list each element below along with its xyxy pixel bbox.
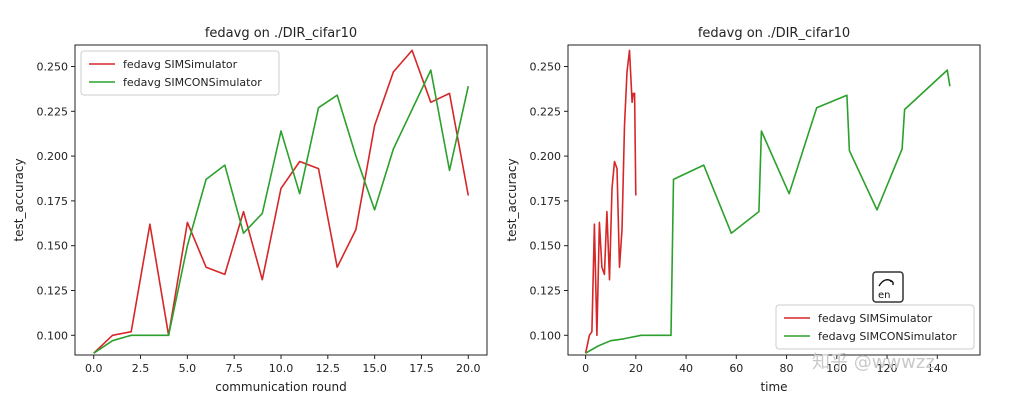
plot-frame	[567, 44, 981, 356]
series-line-0	[93, 49, 470, 354]
x-tick-label: 0.0	[85, 362, 103, 375]
chart-title: fedavg on ./DIR_cifar10	[205, 26, 357, 41]
legend-label: fedavg SIMSimulator	[123, 58, 238, 71]
y-tick-label: 0.150	[37, 240, 69, 253]
translate-icon	[878, 279, 894, 287]
y-tick-label: 0.200	[37, 150, 69, 163]
x-tick-label: 15.0	[362, 362, 387, 375]
series-line-0	[584, 49, 637, 354]
legend-label: fedavg SIMSimulator	[818, 312, 933, 325]
legend-box	[80, 50, 280, 96]
y-tick-label: 0.250	[37, 61, 69, 74]
x-tick-label: 20	[629, 362, 643, 375]
y-tick-label: 0.100	[530, 329, 562, 342]
legend-box	[775, 304, 975, 350]
translate-badge-label: en	[878, 290, 891, 301]
y-axis-label: test_accuracy	[12, 158, 26, 241]
series-line-1	[585, 69, 951, 354]
x-tick-label: 5.0	[179, 362, 197, 375]
x-tick-label: 60	[729, 362, 743, 375]
x-tick-label: 100	[826, 362, 847, 375]
x-tick-label: 40	[679, 362, 693, 375]
y-tick-label: 0.200	[530, 150, 562, 163]
y-tick-label: 0.125	[37, 284, 69, 297]
legend-label: fedavg SIMCONSimulator	[123, 76, 262, 89]
y-tick-label: 0.125	[530, 284, 562, 297]
x-tick-label: 0	[582, 362, 589, 375]
x-tick-label: 20.0	[456, 362, 481, 375]
y-tick-label: 0.100	[37, 329, 69, 342]
x-axis-label: time	[760, 380, 787, 394]
translate-badge[interactable]: en	[872, 271, 904, 303]
y-tick-label: 0.175	[37, 195, 69, 208]
y-tick-label: 0.225	[37, 105, 69, 118]
legend: fedavg SIMSimulator fedavg SIMCONSimulato…	[775, 304, 975, 350]
chart-title: fedavg on ./DIR_cifar10	[698, 26, 850, 41]
chart-left: fedavg on ./DIR_cifar10 communication rou…	[12, 26, 488, 394]
y-tick-label: 0.225	[530, 105, 562, 118]
x-tick-label: 120	[877, 362, 898, 375]
x-tick-label: 2.5	[132, 362, 150, 375]
y-tick-label: 0.250	[530, 61, 562, 74]
y-axis-label: test_accuracy	[505, 158, 519, 241]
legend-label: fedavg SIMCONSimulator	[818, 330, 957, 343]
x-tick-label: 12.5	[316, 362, 341, 375]
x-tick-label: 10.0	[269, 362, 294, 375]
x-tick-label: 17.5	[409, 362, 434, 375]
watermark: 知乎 @wwwzz	[812, 352, 935, 373]
y-tick-label: 0.175	[530, 195, 562, 208]
x-axis-label: communication round	[215, 380, 346, 394]
x-tick-label: 7.5	[225, 362, 243, 375]
x-tick-label: 80	[780, 362, 794, 375]
translate-badge-frame	[872, 271, 904, 303]
series-line-1	[93, 69, 470, 354]
y-tick-label: 0.150	[530, 240, 562, 253]
x-tick-label: 140	[927, 362, 948, 375]
legend: fedavg SIMSimulator fedavg SIMCONSimulato…	[80, 50, 280, 96]
